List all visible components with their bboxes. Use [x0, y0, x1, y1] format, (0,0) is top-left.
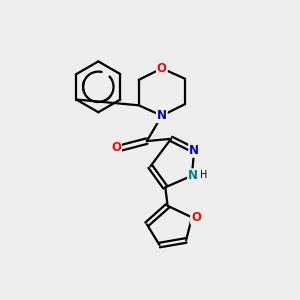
Text: O: O [111, 141, 121, 154]
Text: H: H [200, 170, 208, 180]
Text: N: N [189, 144, 199, 157]
Text: N: N [188, 169, 198, 182]
Text: O: O [157, 62, 167, 75]
Text: O: O [191, 211, 201, 224]
Text: N: N [157, 109, 167, 122]
